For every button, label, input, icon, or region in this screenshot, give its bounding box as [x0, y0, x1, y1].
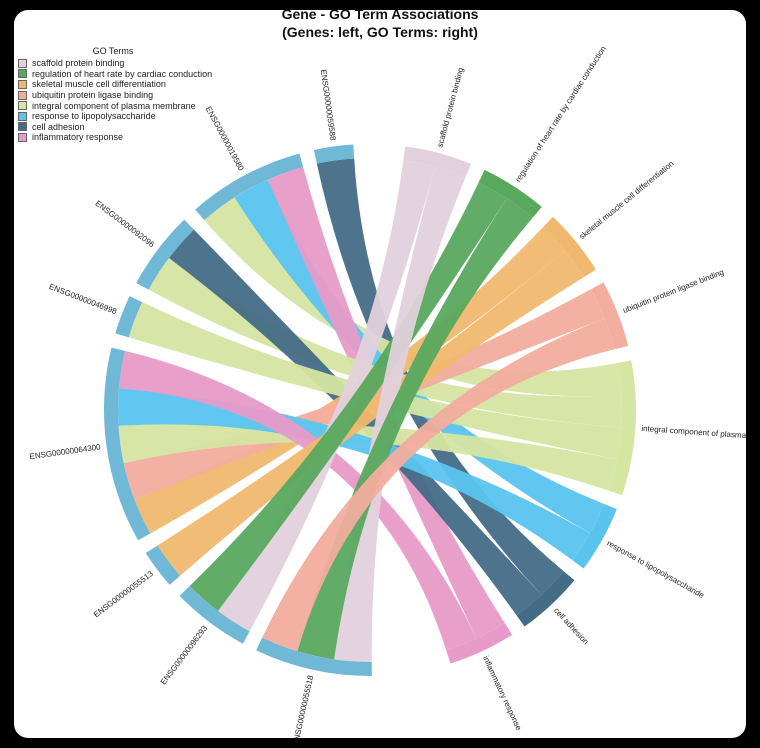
go-term-arc [446, 622, 513, 664]
arc-label: ENSG00000092096 [93, 199, 156, 250]
arc-label: ubiquitin protein ligase binding [622, 267, 726, 315]
chord-ribbon [297, 198, 533, 660]
chart-frame: ENSG00000059588 ENSG00000019580 ENSG000000… [14, 10, 746, 738]
legend-swatch [18, 122, 27, 132]
go-term-arc [516, 571, 575, 627]
legend-swatch [18, 69, 27, 79]
arc-label: ENSG00000046998 [48, 282, 119, 316]
legend-item: response to lipopolysaccharide [18, 111, 212, 122]
chord-ribbon [169, 229, 542, 616]
chord-ribbon [118, 421, 618, 491]
chord-ribbon [157, 250, 585, 576]
arc-label: ENSG00000064300 [29, 442, 102, 461]
legend-swatch [18, 90, 27, 100]
legend-label: scaffold protein binding [32, 58, 125, 69]
legend-label: cell adhesion [32, 121, 85, 132]
chart-title: Gene - GO Term Associations (Genes: left… [14, 10, 746, 41]
ribbons [118, 158, 622, 662]
legend-item: cell adhesion [18, 122, 212, 133]
arc-label: scaffold protein binding [435, 67, 465, 149]
legend-label: skeletal muscle cell differentiation [32, 79, 166, 90]
legend-item: scaffold protein binding [18, 58, 212, 69]
legend-item: inflammatory response [18, 132, 212, 143]
chord-ribbon [334, 166, 466, 662]
arc-label: cell adhesion [552, 606, 590, 646]
chord-ribbon [316, 158, 564, 595]
legend-item: skeletal muscle cell differentiation [18, 79, 212, 90]
chord-ribbon [189, 182, 507, 611]
chord-ribbon [217, 160, 436, 632]
arc-label: integral component of plasma membrane [641, 424, 746, 443]
legend-item: ubiquitin protein ligase binding [18, 90, 212, 101]
gene-arc [256, 637, 372, 676]
legend-swatch [18, 79, 27, 89]
title-line-2: (Genes: left, GO Terms: right) [282, 24, 478, 40]
arc-label: ENSG00000096293 [159, 624, 210, 687]
legend-label: ubiquitin protein ligase binding [32, 90, 154, 101]
arc-label: inflammatory response [481, 655, 524, 733]
gene-arc [145, 545, 181, 585]
legend-title: GO Terms [92, 46, 134, 56]
gene-arc [115, 296, 143, 338]
arc-label: ENSG00000055513 [92, 569, 155, 619]
arc-label: response to lipopolysaccharide [605, 539, 706, 601]
legend-swatch [18, 101, 27, 111]
chord-ribbon [262, 318, 615, 652]
legend-swatch [18, 111, 27, 121]
legend-swatch [18, 58, 27, 68]
chord-ribbon [148, 257, 622, 428]
gene-arc [103, 347, 151, 541]
arc-label: regulation of heart rate by cardiac cond… [514, 44, 608, 183]
chord-ribbon [128, 302, 622, 460]
legend-items: scaffold protein binding regulation of he… [18, 58, 212, 143]
go-term-arc [608, 360, 636, 496]
chord-ribbon [118, 350, 477, 651]
go-term-arc [543, 216, 596, 277]
legend-label: regulation of heart rate by cardiac cond… [32, 68, 213, 79]
arc-label: ENSG00000055518 [291, 674, 315, 738]
legend-item: integral component of plasma membrane [18, 100, 212, 111]
arc-label: skeletal muscle cell differentiation [578, 159, 676, 241]
gene-arc [195, 153, 304, 221]
legend: GO Terms scaffold protein binding regulat… [18, 46, 212, 143]
gene-arc [136, 219, 194, 290]
legend-swatch [18, 132, 27, 142]
legend-label: response to lipopolysaccharide [32, 111, 156, 122]
gene-arc [313, 144, 355, 164]
go-term-arc [478, 169, 542, 218]
go-term-arc [572, 503, 617, 569]
go-term-arc [591, 282, 629, 350]
chord-ribbon [118, 388, 590, 561]
gene-arc [179, 586, 250, 644]
legend-label: integral component of plasma membrane [32, 100, 196, 111]
chord-diagram: ENSG00000059588ENSG00000019580ENSG000000… [29, 44, 746, 738]
go-term-arc [403, 146, 471, 177]
legend-item: regulation of heart rate by cardiac cond… [18, 69, 212, 80]
title-line-1: Gene - GO Term Associations [281, 10, 479, 22]
chord-ribbon [234, 179, 604, 534]
legend-label: inflammatory response [32, 132, 124, 143]
arc-label: ENSG00000059588 [319, 69, 338, 142]
